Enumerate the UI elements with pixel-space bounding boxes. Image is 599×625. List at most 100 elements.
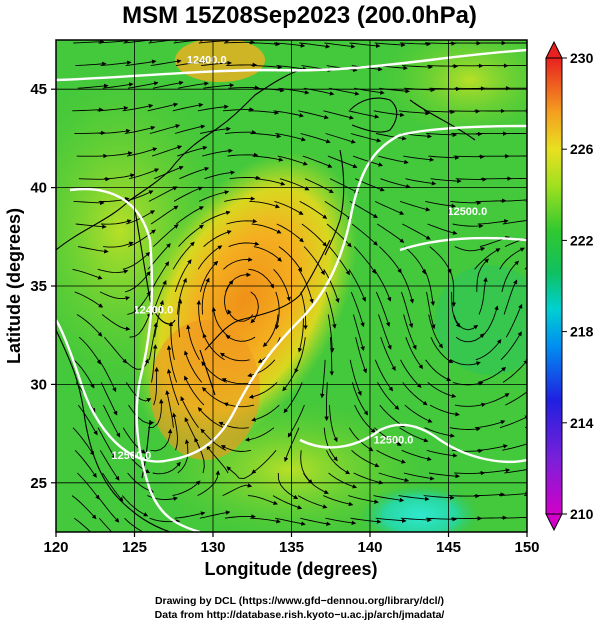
streamline-arrow [203, 230, 232, 247]
streamline-arrow [154, 165, 184, 180]
streamline-arrow [506, 177, 527, 180]
contour-label: 12500.0 [447, 206, 487, 218]
streamline-arrow [78, 336, 101, 365]
streamline-arrow [224, 196, 256, 202]
streamline-arrow [504, 469, 527, 474]
streamline-arrow [150, 428, 173, 452]
streamline-arrow [299, 201, 328, 219]
streamline-arrow [180, 396, 199, 428]
streamline-arrow [378, 472, 410, 483]
x-tick-label: 130 [200, 539, 225, 556]
streamline-arrow [248, 110, 280, 115]
streamline-arrow [455, 177, 487, 182]
streamline-arrow [502, 219, 527, 225]
streamline-arrow [177, 145, 208, 157]
streamline-arrow [179, 166, 210, 180]
streamline-arrow [251, 223, 282, 234]
streamline-arrow [426, 449, 458, 458]
streamline-arrow [175, 59, 207, 67]
streamline-arrow [298, 110, 329, 120]
streamline-arrow [275, 291, 280, 330]
streamline-arrow [220, 445, 252, 452]
streamline-arrow [525, 358, 527, 361]
streamline-arrow [228, 241, 260, 248]
streamline-arrow [375, 133, 407, 141]
streamline-arrow [150, 205, 179, 225]
streamline-arrow [399, 200, 431, 212]
y-axis: 25 30 35 40 45 [30, 81, 56, 492]
streamline-arrow [351, 382, 369, 416]
streamline-arrow [273, 268, 291, 302]
streamline-arrow [423, 269, 435, 306]
streamline-arrow [172, 241, 195, 270]
streamline-arrow [320, 359, 326, 399]
streamline-arrow [77, 246, 109, 254]
streamline-arrow [294, 337, 306, 374]
credits: Drawing by DCL (https://www.gfd−dennou.o… [0, 594, 599, 622]
streamline-arrow [166, 345, 178, 383]
streamline-arrow [73, 200, 105, 206]
streamline-arrow [453, 154, 485, 159]
x-tick-label: 150 [514, 539, 539, 556]
streamline-arrow [165, 390, 174, 428]
streamline-arrow [177, 277, 187, 315]
streamline-arrow [150, 59, 182, 67]
streamline-arrow [226, 218, 258, 225]
streamline-arrow [376, 449, 406, 464]
streamline-arrow [350, 517, 382, 524]
streamline-arrow [252, 155, 284, 162]
streamline-arrow [374, 42, 406, 48]
streamline-arrow [478, 277, 488, 315]
streamline-arrow [504, 237, 527, 248]
streamline-arrow [186, 324, 200, 361]
height-contours [56, 48, 527, 532]
streamline-arrow [184, 350, 203, 383]
streamline-arrow [97, 427, 116, 460]
streamline-arrow [101, 314, 131, 331]
x-tick-label: 140 [357, 539, 382, 556]
streamline-arrow [248, 382, 278, 399]
streamline-arrow [211, 306, 231, 338]
streamline-arrow [219, 352, 250, 362]
streamline-arrow [499, 247, 525, 270]
streamline-arrow [428, 155, 460, 161]
streamline-arrow [352, 314, 365, 351]
streamline-arrow [475, 338, 502, 361]
streamline-arrow [428, 314, 443, 349]
streamline-arrow [301, 223, 327, 247]
streamline-arrow [374, 200, 405, 215]
contour-label: 12500.0 [374, 434, 414, 446]
streamline-arrow [500, 199, 527, 202]
streamline-arrow [218, 421, 249, 429]
streamline-arrow [127, 290, 151, 315]
streamline-arrow [100, 382, 118, 416]
streamline-arrow [78, 176, 110, 182]
streamline-arrow [201, 60, 232, 67]
colorbar-tick-label: 218 [570, 324, 594, 340]
streamline-arrow [102, 472, 124, 502]
streamline-arrow [221, 378, 252, 385]
streamline-arrow [199, 190, 230, 202]
streamline-arrow [104, 336, 128, 364]
streamline-arrow [73, 40, 105, 44]
colorbar-tick-label: 214 [570, 415, 594, 431]
streamline-arrow [400, 517, 432, 523]
streamline-arrow [149, 261, 170, 293]
streamline-arrow [201, 210, 231, 225]
streamline-arrow [101, 151, 133, 157]
colorbar-tick-label: 230 [570, 50, 594, 66]
streamline-arrow [323, 427, 338, 462]
streamline-arrow [168, 321, 175, 360]
streamline-arrow [98, 517, 113, 532]
streamline-arrow [348, 495, 379, 504]
streamline-arrow [323, 110, 354, 120]
streamline-arrow [374, 359, 394, 392]
coastlines [56, 69, 476, 532]
streamline-arrow [277, 472, 299, 500]
streamline-arrow [324, 201, 353, 220]
streamline-arrow [184, 375, 205, 406]
streamline-arrow [178, 81, 209, 89]
streamline-arrow [222, 483, 253, 497]
streamline-arrow [226, 466, 254, 479]
